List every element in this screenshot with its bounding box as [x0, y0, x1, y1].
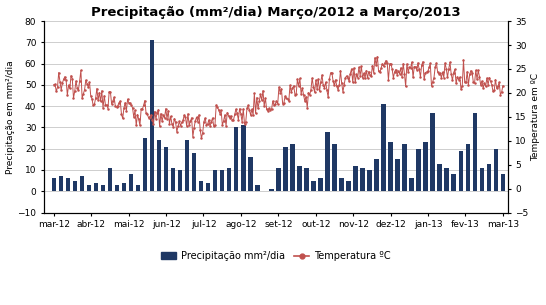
- Bar: [100, 185, 105, 191]
- Title: Precipitação (mm²/dia) Março/2012 a Março/2013: Precipitação (mm²/dia) Março/2012 a Març…: [91, 5, 461, 19]
- Bar: [353, 166, 358, 191]
- Bar: [150, 40, 155, 191]
- Bar: [395, 159, 400, 191]
- Bar: [494, 149, 498, 191]
- Bar: [410, 178, 414, 191]
- Bar: [80, 176, 84, 191]
- Bar: [185, 140, 189, 191]
- Bar: [164, 147, 168, 191]
- Bar: [136, 185, 140, 191]
- Bar: [297, 166, 301, 191]
- Y-axis label: Precipitação em mm²/dia: Precipitação em mm²/dia: [5, 60, 15, 174]
- Bar: [94, 183, 98, 191]
- Bar: [234, 127, 239, 191]
- Bar: [283, 147, 288, 191]
- Bar: [122, 183, 126, 191]
- Bar: [199, 181, 204, 191]
- Bar: [157, 140, 161, 191]
- Bar: [472, 113, 477, 191]
- Bar: [501, 174, 505, 191]
- Bar: [444, 168, 449, 191]
- Bar: [248, 157, 252, 191]
- Bar: [290, 145, 295, 191]
- Bar: [171, 168, 175, 191]
- Bar: [381, 104, 386, 191]
- Bar: [269, 189, 274, 191]
- Bar: [108, 168, 112, 191]
- Bar: [437, 163, 442, 191]
- Bar: [388, 142, 393, 191]
- Bar: [206, 183, 210, 191]
- Bar: [73, 181, 77, 191]
- Bar: [367, 170, 372, 191]
- Bar: [318, 178, 323, 191]
- Bar: [325, 132, 330, 191]
- Bar: [51, 178, 56, 191]
- Bar: [459, 151, 463, 191]
- Bar: [143, 138, 147, 191]
- Bar: [417, 149, 421, 191]
- Bar: [241, 125, 246, 191]
- Bar: [311, 181, 316, 191]
- Bar: [430, 113, 435, 191]
- Bar: [87, 185, 91, 191]
- Bar: [424, 142, 428, 191]
- Bar: [276, 168, 281, 191]
- Bar: [227, 168, 232, 191]
- Bar: [220, 170, 224, 191]
- Bar: [339, 178, 344, 191]
- Bar: [213, 170, 217, 191]
- Bar: [58, 176, 63, 191]
- Bar: [129, 174, 133, 191]
- Y-axis label: Temperatura em ºC: Temperatura em ºC: [531, 73, 541, 161]
- Bar: [192, 153, 197, 191]
- Bar: [402, 145, 407, 191]
- Bar: [255, 185, 259, 191]
- Bar: [304, 168, 308, 191]
- Bar: [346, 181, 351, 191]
- Bar: [375, 159, 379, 191]
- Bar: [452, 174, 456, 191]
- Bar: [66, 178, 70, 191]
- Bar: [486, 163, 491, 191]
- Bar: [360, 168, 365, 191]
- Bar: [466, 145, 470, 191]
- Bar: [479, 168, 484, 191]
- Bar: [332, 145, 337, 191]
- Bar: [178, 170, 182, 191]
- Legend: Precipitação mm²/dia, Temperatura ºC: Precipitação mm²/dia, Temperatura ºC: [157, 247, 394, 265]
- Bar: [115, 185, 119, 191]
